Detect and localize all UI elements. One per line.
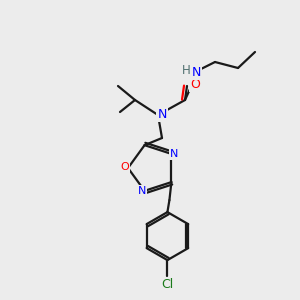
Text: N: N <box>137 186 146 196</box>
Text: N: N <box>191 65 201 79</box>
Text: O: O <box>121 162 129 172</box>
Text: Cl: Cl <box>161 278 173 291</box>
Text: H: H <box>182 64 190 77</box>
Text: N: N <box>170 149 178 159</box>
Text: O: O <box>190 77 200 91</box>
Text: N: N <box>157 107 167 121</box>
